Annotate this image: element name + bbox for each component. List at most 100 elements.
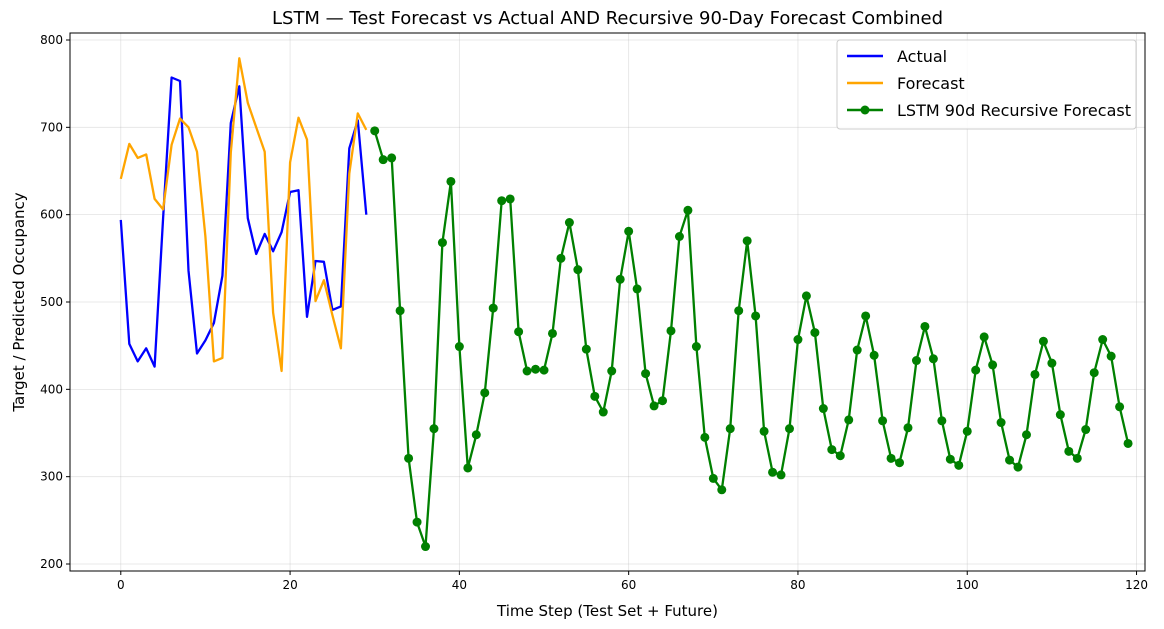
data-point [776, 470, 786, 480]
data-point [421, 542, 431, 552]
data-point [624, 226, 634, 236]
data-point [818, 404, 828, 414]
y-tick-label: 500 [40, 295, 63, 309]
x-tick-label: 40 [452, 578, 467, 592]
legend-marker [860, 105, 870, 115]
x-axis-label: Time Step (Test Set + Future) [496, 602, 718, 620]
data-point [954, 460, 964, 470]
data-point [404, 453, 414, 463]
data-point [446, 176, 456, 186]
y-tick-label: 800 [40, 33, 63, 47]
data-point [1072, 453, 1082, 463]
data-point [793, 335, 803, 345]
data-point [751, 311, 761, 321]
data-point [895, 458, 905, 468]
data-point [844, 415, 854, 425]
data-point [514, 327, 524, 337]
data-point [988, 360, 998, 370]
data-point [564, 218, 574, 228]
data-point [1064, 446, 1074, 456]
data-point [1030, 369, 1040, 379]
data-point [708, 473, 718, 483]
data-point [734, 306, 744, 316]
x-tick-label: 80 [790, 578, 805, 592]
data-point [412, 517, 422, 527]
data-point [598, 407, 608, 417]
data-point [1038, 336, 1048, 346]
data-point [463, 463, 473, 473]
y-tick-label: 600 [40, 208, 63, 222]
data-point [632, 284, 642, 294]
series-2 [119, 57, 368, 373]
data-point [878, 416, 888, 426]
data-point [641, 369, 651, 379]
data-point [1098, 335, 1108, 345]
data-point [488, 303, 498, 313]
data-point [480, 388, 490, 398]
data-point [903, 423, 913, 433]
data-point [658, 396, 668, 406]
data-point [1123, 438, 1133, 448]
legend: Actual Forecast LSTM 90d Recursive Forecas… [836, 39, 1137, 130]
legend-item: Forecast [847, 74, 965, 93]
data-point [937, 416, 947, 426]
data-point [1115, 402, 1125, 412]
data-point [1055, 410, 1065, 420]
data-point [505, 194, 515, 204]
y-tick-label: 300 [40, 470, 63, 484]
x-tick-label: 20 [282, 578, 297, 592]
chart-title: LSTM — Test Forecast vs Actual AND Recur… [272, 8, 943, 29]
series-line [119, 57, 368, 373]
y-tick-label: 200 [40, 557, 63, 571]
y-tick-label: 400 [40, 382, 63, 396]
data-point [996, 418, 1006, 428]
data-point [962, 426, 972, 436]
data-point [1081, 425, 1091, 435]
series-1 [119, 76, 368, 368]
x-tick-label: 120 [1125, 578, 1148, 592]
data-point [869, 350, 879, 360]
data-point [556, 253, 566, 263]
data-point [666, 326, 676, 336]
data-point [649, 401, 659, 411]
data-point [1005, 455, 1015, 465]
data-point [928, 354, 938, 364]
axis-ticks: 0 20 40 60 80 100 120 200 300 400 500 600 700 800 [40, 33, 1148, 592]
data-point [759, 426, 769, 436]
data-point [1047, 358, 1057, 368]
data-point [861, 311, 871, 321]
x-tick-label: 60 [621, 578, 636, 592]
x-tick-label: 100 [956, 578, 979, 592]
legend-box [836, 39, 1137, 130]
data-point [1106, 351, 1116, 361]
data-point [581, 344, 591, 354]
legend-item: Actual [847, 47, 947, 66]
data-point [971, 365, 981, 375]
data-point [911, 356, 921, 366]
data-point [573, 265, 583, 275]
y-axis-label: Target / Predicted Occupancy [10, 192, 28, 412]
data-point [827, 445, 837, 455]
data-point [387, 153, 397, 163]
data-point [674, 231, 684, 241]
data-point [590, 391, 600, 401]
data-point [539, 365, 549, 375]
data-point [691, 342, 701, 352]
data-point [742, 236, 752, 246]
data-point [1089, 368, 1099, 378]
data-point [784, 424, 794, 434]
data-point [920, 321, 930, 331]
x-tick-label: 0 [117, 578, 125, 592]
series-3 [370, 126, 1133, 552]
y-tick-label: 700 [40, 120, 63, 134]
data-point [607, 366, 617, 376]
series-line [119, 76, 368, 368]
data-point [522, 366, 532, 376]
data-point [886, 453, 896, 463]
data-point [810, 328, 820, 338]
data-point [979, 332, 989, 342]
series-layer [119, 57, 1133, 552]
legend-item: LSTM 90d Recursive Forecast [847, 101, 1131, 120]
legend-label: Forecast [897, 74, 965, 93]
